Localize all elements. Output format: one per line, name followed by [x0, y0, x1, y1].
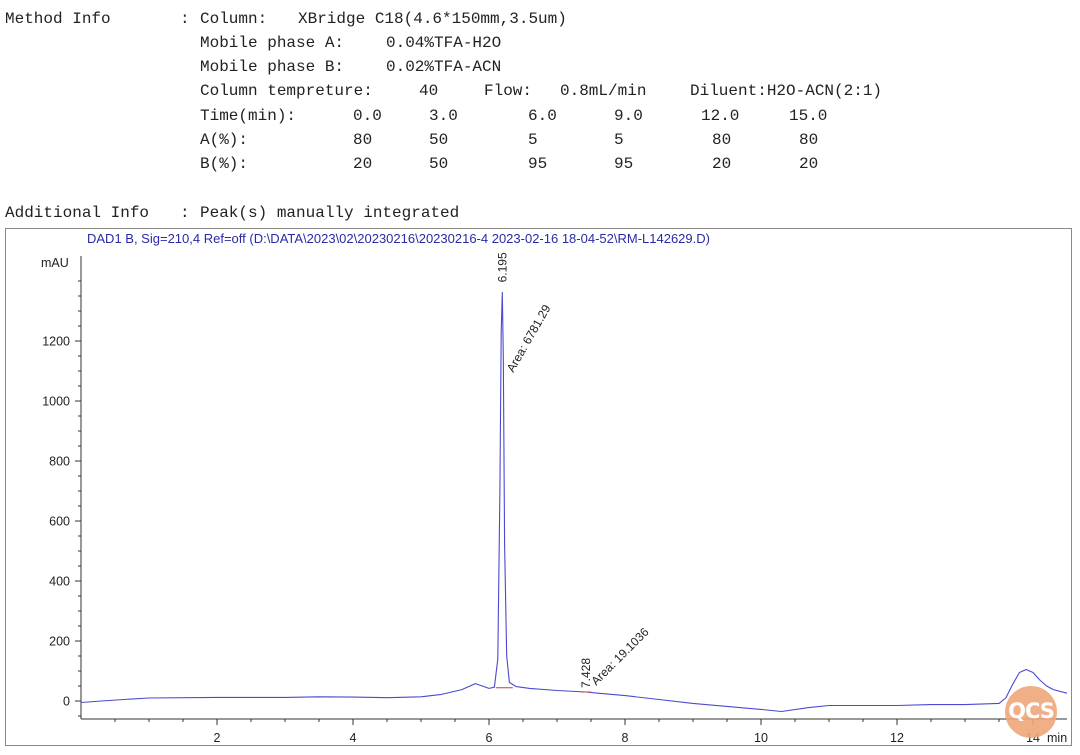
column-value: XBridge C18(4.6*150mm,3.5um) — [298, 10, 567, 28]
x-tick-label: 10 — [754, 731, 768, 745]
gradient-time-label: Time(min): — [200, 107, 297, 125]
mobile-phase-a-value: 0.04%TFA-H2O — [386, 34, 502, 52]
diluent-text: Diluent:H2O-ACN(2:1) — [690, 82, 883, 100]
gradient-b-4: 20 — [712, 155, 732, 173]
flow-value: 0.8mL/min — [560, 82, 647, 100]
column-temperature-value: 40 — [419, 82, 439, 100]
x-tick-label: 6 — [486, 731, 493, 745]
mobile-phase-a-label: Mobile phase A: — [200, 34, 345, 52]
gradient-time-3: 9.0 — [614, 107, 643, 125]
flow-label: Flow: — [484, 82, 533, 100]
gradient-b-3: 95 — [614, 155, 634, 173]
gradient-b-0: 20 — [353, 155, 373, 173]
gradient-a-label: A(%): — [200, 131, 249, 149]
y-tick-label: 400 — [49, 575, 70, 589]
gradient-b-1: 50 — [429, 155, 449, 173]
mobile-phase-b-value: 0.02%TFA-ACN — [386, 58, 502, 76]
column-label: Column: — [200, 10, 268, 28]
x-tick-label: 4 — [350, 731, 357, 745]
additional-info-separator: : — [180, 204, 190, 222]
y-axis-label: mAU — [41, 256, 69, 270]
peak-area-label: Area: 19.1036 — [588, 625, 651, 688]
gradient-b-label: B(%): — [200, 155, 249, 173]
y-tick-label: 1000 — [42, 395, 70, 409]
qcs-logo: QCS — [1005, 686, 1057, 738]
additional-info-label: Additional Info — [5, 204, 150, 222]
gradient-b-5: 20 — [799, 155, 819, 173]
qcs-logo-text: QCS — [1008, 699, 1055, 723]
gradient-a-5: 80 — [799, 131, 819, 149]
gradient-a-0: 80 — [353, 131, 373, 149]
gradient-a-2: 5 — [528, 131, 538, 149]
x-tick-label: 12 — [890, 731, 904, 745]
y-tick-label: 1200 — [42, 335, 70, 349]
method-info-separator: : — [180, 10, 190, 28]
chromatogram-trace — [80, 291, 1068, 713]
gradient-time-2: 6.0 — [528, 107, 557, 125]
x-axis-label: min — [1047, 731, 1067, 745]
additional-info-value: Peak(s) manually integrated — [200, 204, 460, 222]
chart-title: DAD1 B, Sig=210,4 Ref=off (D:\DATA\2023\… — [87, 231, 710, 246]
peak-area-label: Area: 6781.29 — [504, 302, 554, 375]
chromatogram-frame — [5, 228, 1072, 746]
gradient-time-0: 0.0 — [353, 107, 382, 125]
gradient-a-1: 50 — [429, 131, 449, 149]
gradient-time-4: 12.0 — [701, 107, 740, 125]
x-tick-label: 2 — [214, 731, 221, 745]
mobile-phase-b-label: Mobile phase B: — [200, 58, 345, 76]
y-tick-label: 800 — [49, 455, 70, 469]
y-tick-label: 0 — [63, 695, 70, 709]
gradient-b-2: 95 — [528, 155, 548, 173]
x-tick-label: 8 — [622, 731, 629, 745]
peak-time-label: 6.195 — [495, 252, 509, 282]
gradient-a-3: 5 — [614, 131, 624, 149]
y-tick-label: 200 — [49, 635, 70, 649]
gradient-time-1: 3.0 — [429, 107, 458, 125]
column-temperature-label: Column tempreture: — [200, 82, 373, 100]
y-tick-label: 600 — [49, 515, 70, 529]
method-info-label: Method Info — [5, 10, 111, 28]
peak-time-label: 7.428 — [579, 658, 593, 688]
gradient-time-5: 15.0 — [789, 107, 828, 125]
gradient-a-4: 80 — [712, 131, 732, 149]
